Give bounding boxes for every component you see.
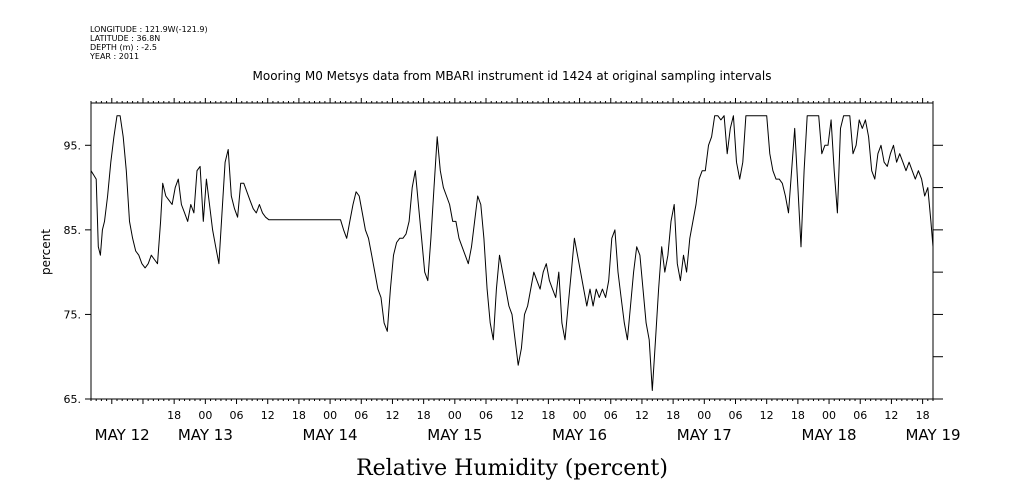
x-day-label: MAY 16 (552, 426, 607, 444)
x-day-label: MAY 13 (178, 426, 233, 444)
depth-label: DEPTH (m) : -2.5 (90, 43, 157, 52)
series-line (90, 115, 934, 391)
plot-frame (90, 102, 934, 400)
longitude-label: LONGITUDE : 121.9W(-121.9) (90, 25, 208, 34)
x-hour-label: 00 (822, 409, 836, 422)
x-axis-label: Relative Humidity (percent) (356, 456, 668, 481)
x-hour-label: 12 (884, 409, 898, 422)
x-hour-label: 06 (354, 409, 368, 422)
x-hour-label: 12 (760, 409, 774, 422)
x-day-label: MAY 15 (427, 426, 482, 444)
y-axis: 65. 75. 85. 95. (64, 139, 943, 406)
x-hour-label: 00 (573, 409, 587, 422)
x-hour-label: 00 (198, 409, 212, 422)
x-hour-label: 06 (604, 409, 618, 422)
x-hour-label: 00 (697, 409, 711, 422)
x-day-label: MAY 17 (677, 426, 732, 444)
x-hour-label: 06 (479, 409, 493, 422)
latitude-label: LATITUDE : 36.8N (90, 34, 160, 43)
year-label: YEAR : 2011 (89, 52, 139, 61)
x-hour-label: 18 (541, 409, 555, 422)
y-tick-label: 85. (64, 224, 82, 237)
x-hour-label: 18 (167, 409, 181, 422)
x-hour-label: 18 (791, 409, 805, 422)
x-hour-label: 12 (385, 409, 399, 422)
x-hour-label: 06 (728, 409, 742, 422)
x-day-label: MAY 12 (95, 426, 150, 444)
x-hour-label: 06 (853, 409, 867, 422)
x-day-label: MAY 18 (802, 426, 857, 444)
chart-title: Mooring M0 Metsys data from MBARI instru… (253, 69, 772, 83)
y-axis-label: percent (39, 229, 53, 275)
x-hour-label: 00 (448, 409, 462, 422)
y-tick-label: 95. (64, 139, 82, 152)
metadata-block: LONGITUDE : 121.9W(-121.9) LATITUDE : 36… (89, 25, 208, 61)
x-hour-label: 00 (323, 409, 337, 422)
x-hour-label: 18 (417, 409, 431, 422)
x-day-label: MAY 19 (905, 426, 960, 444)
x-hour-label: 18 (916, 409, 930, 422)
x-hour-label: 18 (666, 409, 680, 422)
x-hour-label: 06 (230, 409, 244, 422)
x-hour-label: 18 (292, 409, 306, 422)
series-group (90, 115, 934, 391)
x-day-label: MAY 14 (303, 426, 358, 444)
y-tick-label: 75. (64, 308, 82, 321)
x-hour-label: 12 (510, 409, 524, 422)
y-tick-label: 65. (64, 393, 82, 406)
x-hour-label: 12 (635, 409, 649, 422)
x-axis: 18 00 06 12 18 00 06 12 18 00 06 12 18 00 06 12 18 00 06 12… (90, 98, 961, 444)
x-hour-label: 12 (261, 409, 275, 422)
